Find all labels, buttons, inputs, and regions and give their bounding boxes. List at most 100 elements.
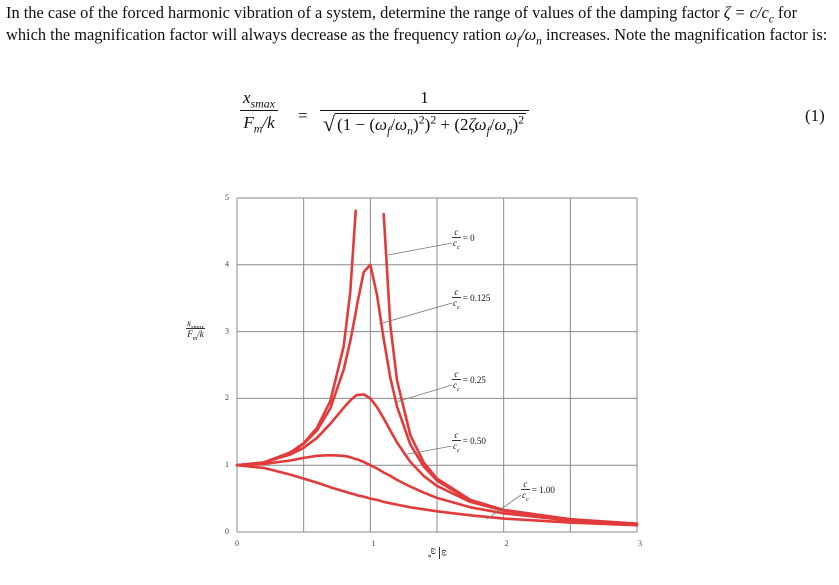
text-sub: n bbox=[536, 35, 542, 48]
denominator: cc bbox=[521, 489, 530, 503]
problem-text: In the case of the forced harmonic vibra… bbox=[6, 2, 836, 48]
text-math: c bbox=[453, 298, 457, 308]
text-math: c bbox=[523, 479, 528, 489]
text-sub: c bbox=[457, 446, 460, 454]
text-sub: n bbox=[426, 554, 434, 558]
y-tick-label: 4 bbox=[225, 260, 229, 269]
numerator: xsmax bbox=[186, 318, 205, 330]
leader-line bbox=[395, 384, 453, 403]
series-name: = 1.00 bbox=[531, 484, 555, 495]
y-tick-label: 2 bbox=[225, 393, 229, 402]
text-plain: ) bbox=[413, 115, 419, 134]
y-axis-label: xsmax Fm/k bbox=[186, 318, 205, 342]
series-label: c cc = 0 bbox=[452, 227, 475, 251]
denominator: cc bbox=[452, 379, 461, 393]
y-tick-label: 5 bbox=[225, 193, 229, 202]
y-tick-label: 0 bbox=[225, 527, 229, 536]
text-sub: f bbox=[486, 123, 490, 138]
x-axis-label: ω ωn bbox=[426, 547, 450, 559]
text-plain: ) bbox=[424, 115, 431, 134]
text-math: ζ = c/c bbox=[723, 3, 769, 22]
text-plain: / bbox=[390, 115, 396, 134]
text-math: ω bbox=[375, 115, 388, 134]
series-label: c cc = 0.50 bbox=[452, 430, 486, 454]
text-math: ω bbox=[440, 549, 450, 556]
denominator: Fm/k bbox=[186, 328, 205, 342]
fraction: c cc bbox=[452, 287, 461, 310]
text-sub: c bbox=[768, 13, 774, 26]
text-math: c bbox=[454, 287, 459, 297]
text-math: ω bbox=[494, 115, 507, 134]
text-math: /k bbox=[262, 113, 275, 132]
leader-line bbox=[387, 242, 453, 256]
series-name: = 0.25 bbox=[462, 374, 486, 385]
series-name: = 0.125 bbox=[462, 292, 491, 303]
text-sub: c bbox=[457, 385, 460, 393]
text-sub: smax bbox=[250, 96, 275, 111]
curve bbox=[235, 393, 639, 526]
numerator: ω bbox=[440, 549, 450, 557]
sqrt: √ (1 − (ωf/ωn)2)2 + (2ζωf/ωn)2 bbox=[323, 111, 527, 138]
text-plain: In the case of the forced harmonic vibra… bbox=[6, 3, 724, 22]
text-math: c bbox=[453, 238, 457, 248]
x-tick-label: 0 bbox=[235, 539, 239, 548]
fraction: c cc bbox=[452, 227, 461, 251]
text-math: F bbox=[187, 329, 193, 339]
text-math: c bbox=[522, 490, 526, 500]
text-sub: f bbox=[387, 123, 391, 138]
text-sub: c bbox=[457, 243, 460, 251]
text-math: c bbox=[454, 369, 459, 379]
text-math: c bbox=[453, 380, 457, 390]
y-tick-label: 1 bbox=[225, 460, 229, 469]
curve bbox=[235, 463, 639, 527]
numerator: c bbox=[453, 227, 459, 237]
text-sub: m bbox=[192, 334, 198, 342]
denominator: cc bbox=[452, 297, 461, 310]
numerator: c bbox=[453, 287, 459, 297]
equation-number: (1) bbox=[805, 106, 825, 125]
text-math: c bbox=[454, 430, 459, 440]
numerator: c bbox=[522, 479, 528, 489]
curve bbox=[235, 453, 639, 526]
text-math: F bbox=[243, 113, 254, 132]
x-tick-label: 2 bbox=[505, 539, 509, 548]
leader-line bbox=[402, 445, 453, 456]
denominator: Fm/k bbox=[240, 110, 278, 134]
denominator: cc bbox=[452, 237, 461, 251]
x-tick-label: 1 bbox=[371, 539, 375, 548]
fraction: ω ωn bbox=[426, 547, 450, 559]
text-math: /ω bbox=[520, 25, 537, 44]
text-math: c bbox=[454, 227, 459, 237]
text-math: /k bbox=[197, 329, 204, 339]
denominator: ωn bbox=[426, 547, 440, 559]
curve bbox=[235, 263, 639, 526]
series-label: c cc = 1.00 bbox=[521, 479, 555, 503]
text-sub: n bbox=[506, 123, 513, 138]
series-name: = 0 bbox=[462, 232, 475, 243]
text-plain: + (2 bbox=[436, 115, 469, 134]
equation: xsmax Fm/k = 1 √ (1 − (ωf/ωn)2)2 + (2ζωf/… bbox=[0, 88, 839, 148]
text-plain: for which the magnification factor will … bbox=[6, 3, 798, 44]
text-plain: increases. Note the magnification factor… bbox=[541, 25, 828, 44]
text-plain: ) bbox=[512, 115, 519, 134]
text-math: ω bbox=[505, 25, 517, 44]
fraction: c cc bbox=[452, 430, 461, 454]
series-label: c cc = 0.125 bbox=[452, 287, 491, 310]
text-math: x bbox=[187, 318, 191, 328]
text-sub: c bbox=[526, 495, 529, 503]
sqrt-sign: √ bbox=[323, 111, 336, 136]
leader-line bbox=[378, 302, 453, 325]
text-sub: f bbox=[516, 35, 521, 48]
denominator: cc bbox=[452, 440, 461, 454]
text-sup: 2 bbox=[418, 112, 425, 127]
numerator: c bbox=[453, 369, 459, 379]
denominator: √ (1 − (ωf/ωn)2)2 + (2ζωf/ωn)2 bbox=[320, 110, 530, 138]
numerator: c bbox=[453, 430, 459, 440]
fraction: c cc bbox=[452, 369, 461, 393]
text-plain: 1 bbox=[420, 88, 429, 107]
series-label: c cc = 0.25 bbox=[452, 369, 486, 393]
text-math: x bbox=[243, 88, 251, 107]
text-math: ω bbox=[395, 115, 408, 134]
